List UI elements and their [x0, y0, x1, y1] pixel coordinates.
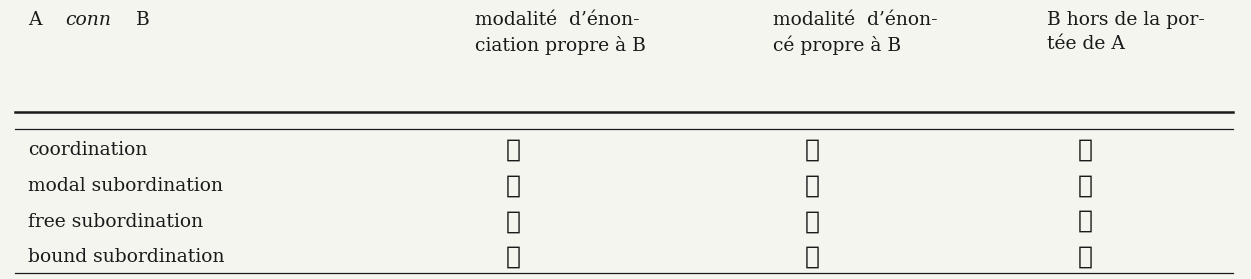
Text: ✓: ✓ [507, 139, 522, 162]
Text: ✗: ✗ [804, 210, 819, 234]
Text: ✗: ✗ [1077, 245, 1092, 269]
Text: conn: conn [65, 11, 111, 29]
Text: ✓: ✓ [1077, 139, 1092, 162]
Text: B hors de la por-
tée de A: B hors de la por- tée de A [1047, 11, 1205, 53]
Text: A: A [28, 11, 48, 29]
Text: free subordination: free subordination [28, 213, 203, 230]
Text: ✓: ✓ [804, 174, 819, 198]
Text: ✗: ✗ [507, 210, 522, 234]
Text: coordination: coordination [28, 141, 148, 159]
Text: bound subordination: bound subordination [28, 248, 224, 266]
Text: ✓: ✓ [1077, 174, 1092, 198]
Text: modalité  d’énon-
ciation propre à B: modalité d’énon- ciation propre à B [475, 11, 646, 55]
Text: modalité  d’énon-
cé propre à B: modalité d’énon- cé propre à B [773, 11, 938, 56]
Text: ✗: ✗ [507, 174, 522, 198]
Text: ✗: ✗ [804, 245, 819, 269]
Text: modal subordination: modal subordination [28, 177, 223, 195]
Text: ✓: ✓ [804, 139, 819, 162]
Text: B: B [130, 11, 149, 29]
Text: ✓: ✓ [1077, 210, 1092, 233]
Text: ✗: ✗ [507, 245, 522, 269]
